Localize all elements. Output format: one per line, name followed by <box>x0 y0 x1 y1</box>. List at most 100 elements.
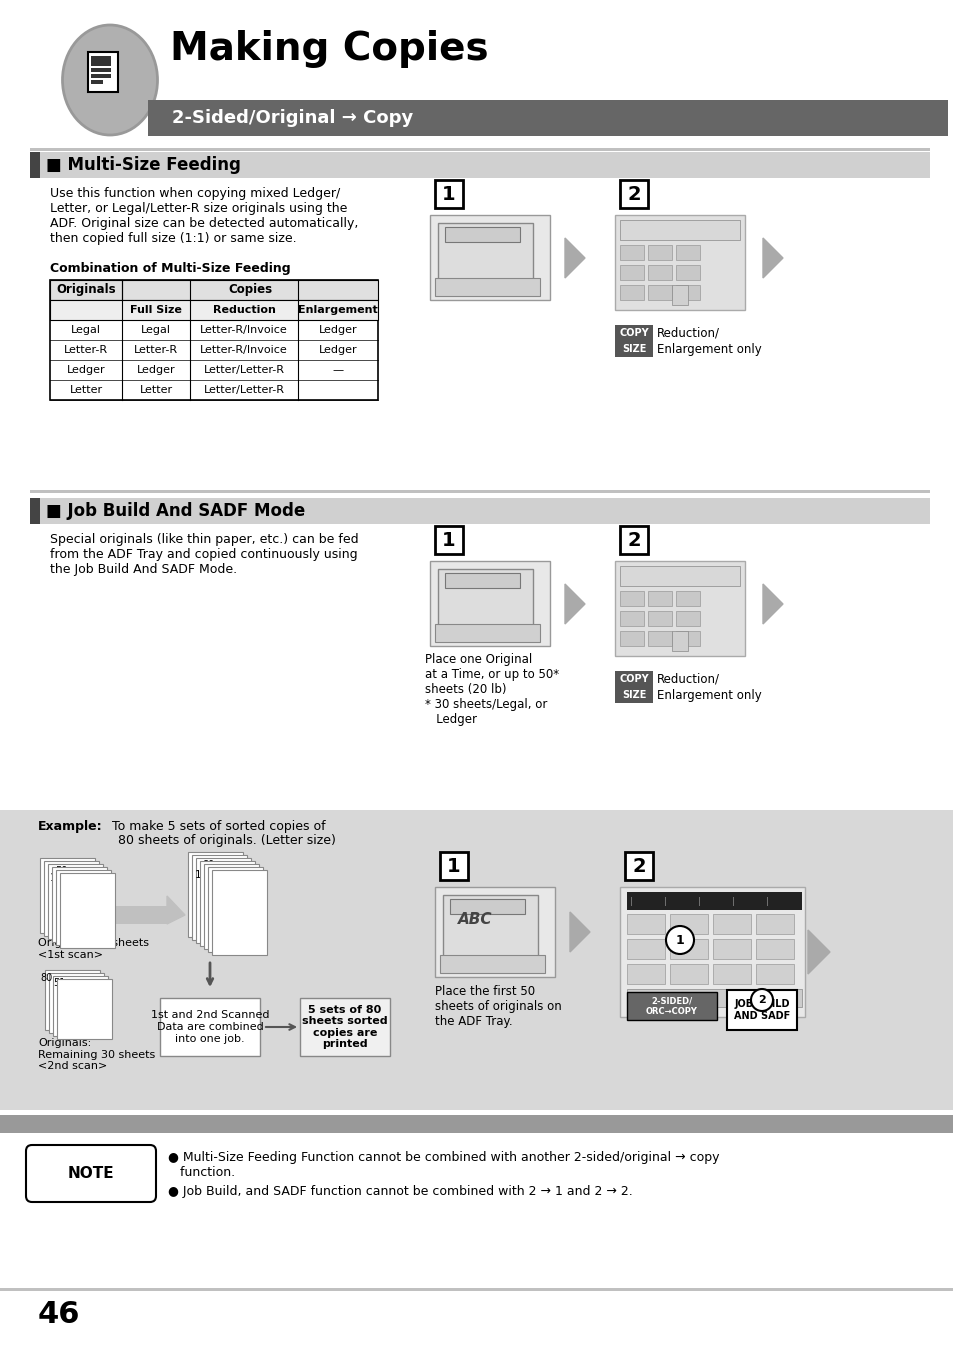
Text: ● Multi-Size Feeding Function cannot be combined with another 2-sided/original →: ● Multi-Size Feeding Function cannot be … <box>168 1151 719 1179</box>
Text: Letter: Letter <box>70 385 103 394</box>
Text: |: | <box>697 897 700 905</box>
Text: Combination of Multi-Size Feeding: Combination of Multi-Size Feeding <box>50 262 291 276</box>
Text: Ledger: Ledger <box>318 326 357 335</box>
Text: 2: 2 <box>626 531 640 550</box>
Bar <box>671 631 687 651</box>
Text: Ledger: Ledger <box>318 345 357 355</box>
Text: Originals:
Remaining 30 sheets
<2nd scan>: Originals: Remaining 30 sheets <2nd scan… <box>38 1038 155 1071</box>
Bar <box>212 870 267 955</box>
Polygon shape <box>807 929 829 974</box>
Bar <box>188 852 243 938</box>
Bar <box>624 852 652 880</box>
Text: SIZE: SIZE <box>621 345 645 354</box>
Text: 80 sheets of originals. (Letter size): 80 sheets of originals. (Letter size) <box>118 834 335 847</box>
Text: 51: 51 <box>53 978 66 988</box>
Text: Reduction/: Reduction/ <box>657 327 720 339</box>
Bar <box>626 939 664 959</box>
Text: Letter/Letter-R: Letter/Letter-R <box>203 365 284 376</box>
Bar <box>53 975 108 1036</box>
Bar <box>435 888 555 977</box>
Bar <box>619 888 804 1017</box>
Bar <box>669 965 707 984</box>
Bar <box>204 865 258 948</box>
Bar <box>44 861 99 936</box>
Bar <box>619 180 647 208</box>
Bar <box>647 611 671 626</box>
Bar <box>615 561 744 657</box>
Text: 50: 50 <box>55 866 68 875</box>
Text: Full Size: Full Size <box>130 305 182 315</box>
Text: 1: 1 <box>194 870 201 880</box>
Bar <box>30 490 929 493</box>
Text: Letter-R/Invoice: Letter-R/Invoice <box>200 326 288 335</box>
Text: Letter-R: Letter-R <box>64 345 108 355</box>
Text: Example:: Example: <box>38 820 103 834</box>
Text: 2: 2 <box>758 994 765 1005</box>
Bar <box>45 970 100 1029</box>
Bar <box>755 965 793 984</box>
Bar <box>619 265 643 280</box>
Bar <box>437 223 533 288</box>
Polygon shape <box>762 238 782 278</box>
Text: Letter-R/Invoice: Letter-R/Invoice <box>200 345 288 355</box>
Bar <box>200 861 254 946</box>
Bar <box>619 590 643 607</box>
Bar <box>435 180 462 208</box>
Bar <box>91 74 111 78</box>
Text: Enlargement only: Enlargement only <box>657 689 760 701</box>
Polygon shape <box>564 238 584 278</box>
Bar <box>30 499 929 524</box>
Bar <box>435 624 539 642</box>
Ellipse shape <box>63 26 157 135</box>
Bar <box>435 278 539 296</box>
Text: 1st and 2nd Scanned
Data are combined
into one job.: 1st and 2nd Scanned Data are combined in… <box>151 1011 269 1043</box>
Text: —: — <box>332 365 343 376</box>
Bar <box>49 973 104 1034</box>
Text: Enlargement: Enlargement <box>297 305 377 315</box>
Polygon shape <box>569 912 589 952</box>
Bar <box>615 671 652 688</box>
Bar <box>442 894 537 965</box>
Bar <box>50 280 377 400</box>
Bar <box>112 907 167 924</box>
Bar <box>208 867 263 952</box>
Bar <box>30 153 40 178</box>
Text: Making Copies: Making Copies <box>170 30 488 68</box>
Bar <box>676 245 700 259</box>
Bar <box>91 80 103 84</box>
Text: |: | <box>731 897 734 905</box>
Bar <box>50 280 377 300</box>
Bar <box>647 285 671 300</box>
Text: Place one Original
at a Time, or up to 50*
sheets (20 lb)
* 30 sheets/Legal, or
: Place one Original at a Time, or up to 5… <box>424 653 558 725</box>
Bar <box>755 939 793 959</box>
Bar <box>676 285 700 300</box>
Bar <box>444 227 519 242</box>
Text: ■ Job Build And SADF Mode: ■ Job Build And SADF Mode <box>46 503 305 520</box>
Bar <box>50 300 377 320</box>
Bar <box>192 855 247 940</box>
Bar <box>615 340 652 357</box>
Bar <box>40 858 95 934</box>
Bar <box>439 955 544 973</box>
Text: |: | <box>629 897 632 905</box>
Bar <box>619 285 643 300</box>
Bar <box>30 499 40 524</box>
Text: Letter-R: Letter-R <box>133 345 178 355</box>
Bar <box>626 915 664 934</box>
Text: JOB BUILD
AND SADF: JOB BUILD AND SADF <box>733 1000 789 1021</box>
Text: 2: 2 <box>626 185 640 204</box>
Text: 5 sets of 80
sheets sorted
copies are
printed: 5 sets of 80 sheets sorted copies are pr… <box>302 1005 388 1050</box>
Bar <box>56 870 111 944</box>
Bar <box>619 611 643 626</box>
Bar <box>626 965 664 984</box>
Text: COPY: COPY <box>618 328 648 338</box>
Text: Special originals (like thin paper, etc.) can be fed
from the ADF Tray and copie: Special originals (like thin paper, etc.… <box>50 534 358 576</box>
Text: SIZE: SIZE <box>621 690 645 700</box>
Text: 80: 80 <box>202 861 214 870</box>
Text: Ledger: Ledger <box>67 365 105 376</box>
Bar <box>669 915 707 934</box>
Bar <box>439 852 468 880</box>
Bar <box>60 873 115 948</box>
Bar <box>671 285 687 305</box>
Text: Enlargement only: Enlargement only <box>657 343 760 355</box>
